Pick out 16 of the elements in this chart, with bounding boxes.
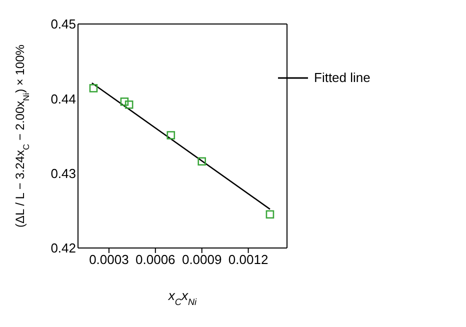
x-axis-title: x$_{C}$x$_{Ni}$ xyxy=(167,288,198,307)
y-tick-label: 0.42 xyxy=(50,240,76,256)
point xyxy=(266,210,274,219)
y-tick-label: 0.45 xyxy=(50,16,76,32)
x-tick-label: 0.0012 xyxy=(228,252,268,268)
point xyxy=(166,131,176,140)
y-tick-label: 0.43 xyxy=(50,166,76,181)
y-tick-label: 0.44 xyxy=(50,91,76,106)
point xyxy=(89,84,98,92)
legend-label: Fitted line xyxy=(314,70,370,85)
point xyxy=(120,98,129,106)
x-tick-label: 0.0009 xyxy=(182,252,222,268)
x-tick-label: 0.0003 xyxy=(89,252,129,268)
x-tick-label: 0.0006 xyxy=(136,252,176,268)
point xyxy=(124,100,134,109)
point xyxy=(198,157,206,166)
